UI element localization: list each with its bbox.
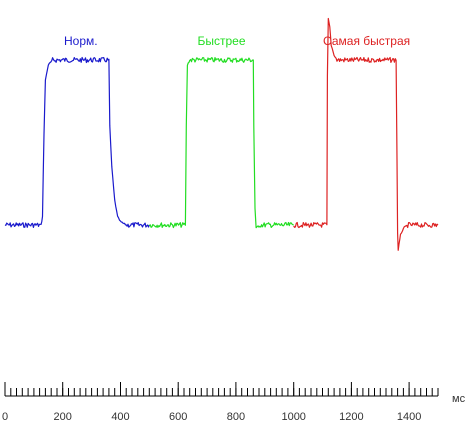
series-line-2 [148, 56, 294, 229]
series-line-3 [293, 17, 439, 251]
x-unit-label: мс [452, 393, 466, 405]
x-axis: 0 200 400 600 800 1000 1200 1400 [2, 382, 439, 423]
x-tick-label: 800 [227, 411, 245, 423]
series-label-2: Быстрее [197, 34, 245, 48]
x-tick-label: 200 [54, 411, 72, 423]
x-tick-label: 1200 [339, 411, 363, 423]
x-tick-label: 1000 [281, 411, 305, 423]
series-label-layer: Норм. Быстрее Самая быстрая [64, 34, 410, 48]
series-layer [4, 17, 439, 251]
series-line-1 [4, 56, 150, 228]
x-tick-label: 600 [169, 411, 187, 423]
x-tick-label: 0 [2, 411, 8, 423]
series-label-1: Норм. [64, 34, 98, 48]
x-tick-label: 1400 [397, 411, 421, 423]
x-tick-label: 400 [111, 411, 129, 423]
series-label-3: Самая быстрая [323, 34, 410, 48]
